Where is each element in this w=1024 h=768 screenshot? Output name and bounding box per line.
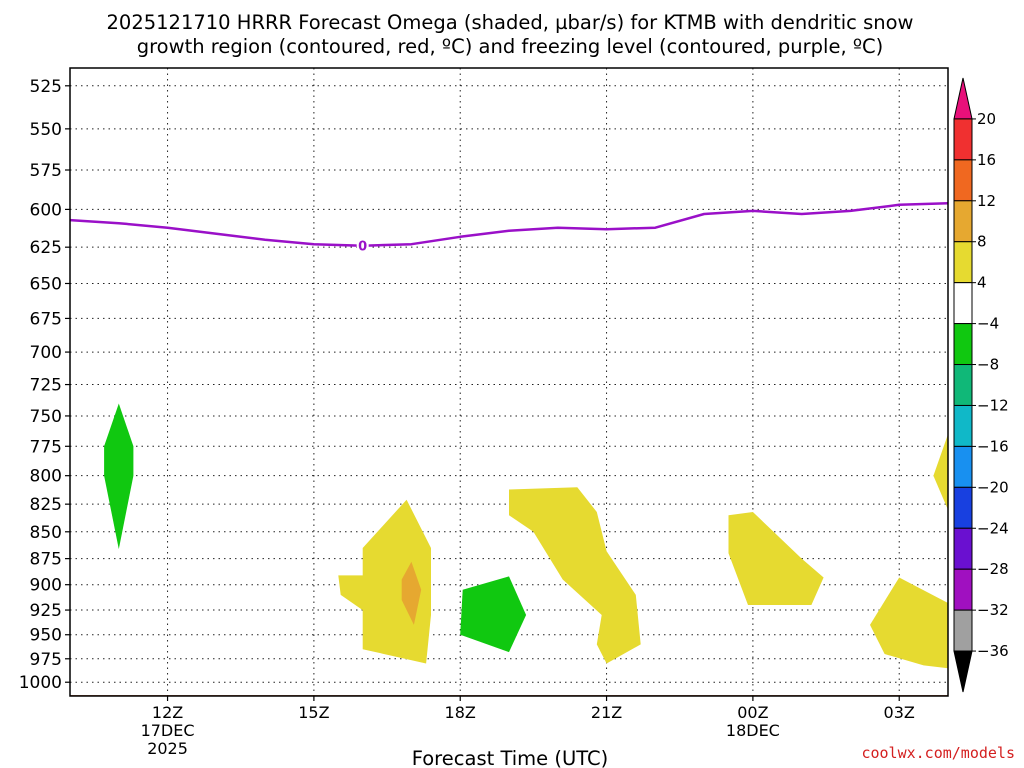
colorbar-swatch-12 [953,568,973,611]
pressure-axis: 525 550 575 600 625 650 675 700 725 750 775 800 825 8… [19,77,70,693]
colorbar-label-10: −24 [977,519,1009,537]
ytick-label-750: 750 [30,407,62,427]
xtick-label-15-0: 15Z [298,703,329,722]
colorbar-label-8: −16 [977,437,1009,455]
xtick-label-12-0: 12Z [152,703,183,722]
omega-shading [104,403,948,669]
ytick-label-1000: 1000 [19,673,62,693]
colorbar-swatch-13 [953,609,973,652]
ytick-label-775: 775 [30,437,62,457]
ytick-label-850: 850 [30,523,62,543]
ytick-label-975: 975 [30,650,62,670]
ytick-label-900: 900 [30,576,62,596]
freezing-level-contour: 0 [69,201,949,255]
credit-text[interactable]: coolwx.com/models [861,744,1015,762]
colorbar-label-12: −32 [977,601,1009,619]
ytick-label-550: 550 [30,120,62,140]
omega-region-5 [509,487,641,664]
colorbar-swatch-4 [953,241,973,284]
colorbar-swatch-2 [953,159,973,202]
colorbar-label-11: −28 [977,560,1009,578]
ytick-label-950: 950 [30,626,62,646]
ytick-label-925: 925 [30,601,62,621]
colorbar-label-0: 20 [977,110,996,128]
omega-region-7 [870,577,948,669]
xtick-label-21-0: 21Z [591,703,622,722]
plot-frame [69,67,949,697]
xtick-label-24-1: 18DEC [726,721,780,740]
colorbar-swatch-1 [953,118,973,161]
omega-region-8 [933,434,948,510]
ytick-label-525: 525 [30,77,62,97]
x-axis-title: Forecast Time (UTC) [412,747,609,768]
xtick-label-12-2: 2025 [147,739,188,758]
colorbar-label-4: 4 [977,274,987,292]
colorbar-swatch-6 [953,323,973,366]
colorbar-label-7: −12 [977,396,1009,414]
ytick-label-800: 800 [30,467,62,487]
colorbar-label-3: 8 [977,233,987,251]
omega-region-3 [401,561,422,625]
colorbar-swatch-9 [953,445,973,488]
omega-region-2 [338,499,431,664]
xtick-label-12-1: 17DEC [141,721,195,740]
ytick-label-650: 650 [30,274,62,294]
colorbar-swatch-10 [953,486,973,529]
colorbar-label-2: 12 [977,192,996,210]
omega-region-1 [104,403,134,550]
omega-region-6 [728,512,824,605]
freezing-label-bg [356,237,369,254]
colorbar-swatch-11 [953,527,973,570]
ytick-label-825: 825 [30,495,62,515]
colorbar-swatch-5 [953,282,973,325]
colorbar-label-6: −8 [977,356,999,374]
ytick-label-875: 875 [30,550,62,570]
xtick-label-27-0: 03Z [884,703,915,722]
colorbar-label-9: −20 [977,478,1009,496]
omega-region-4 [460,576,527,653]
colorbar-label-13: −36 [977,642,1009,660]
colorbar: 20 16 12 8 4 −4 −8 −12 −16 −20 −24 −28 −32 −36 [953,77,1009,693]
ytick-label-625: 625 [30,238,62,258]
xtick-label-18-0: 18Z [445,703,476,722]
colorbar-swatch-0 [953,77,973,120]
chart-title-line-2: growth region (contoured, red, ºC) and f… [137,35,884,58]
colorbar-label-1: 16 [977,151,996,169]
chart-title-line-1: 2025121710 HRRR Forecast Omega (shaded, … [107,11,914,34]
colorbar-swatch-3 [953,200,973,243]
ytick-label-675: 675 [30,309,62,329]
ytick-label-600: 600 [30,200,62,220]
colorbar-swatch-14 [953,650,973,693]
xtick-label-24-0: 00Z [737,703,768,722]
ytick-label-575: 575 [30,161,62,181]
colorbar-swatch-8 [953,404,973,447]
freezing-level-label: 0 [358,240,367,255]
colorbar-label-5: −4 [977,315,999,333]
ytick-label-700: 700 [30,343,62,363]
colorbar-swatch-7 [953,364,973,406]
ytick-label-725: 725 [30,376,62,396]
freezing-level-line [69,201,949,247]
